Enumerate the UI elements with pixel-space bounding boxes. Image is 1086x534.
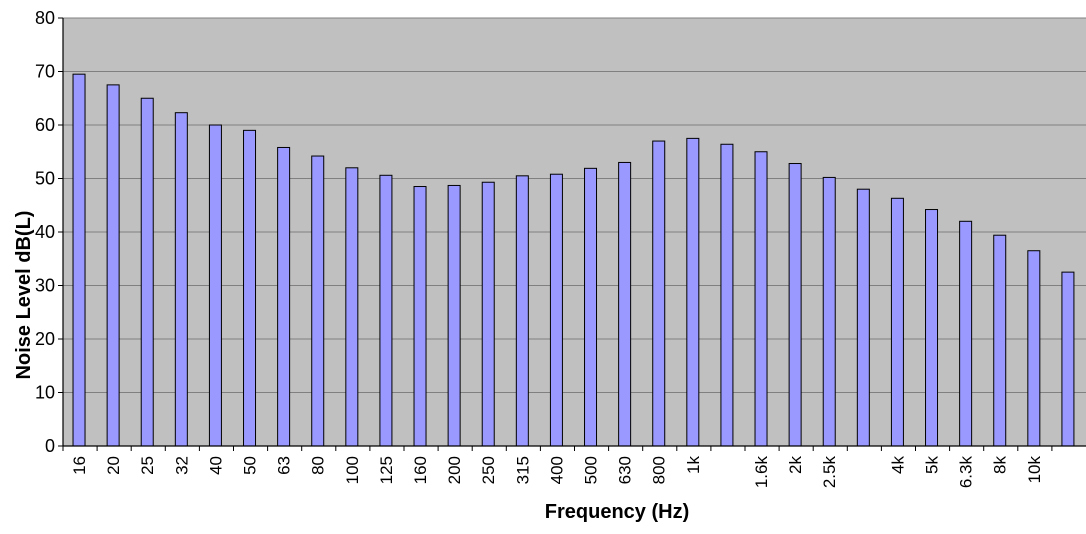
- x-tick-label: 100: [343, 456, 362, 484]
- x-tick-label: 125: [377, 456, 396, 484]
- y-tick-label: 80: [35, 8, 55, 28]
- x-tick-label: 250: [479, 456, 498, 484]
- bar-20: [106, 84, 120, 447]
- bar-160: [413, 186, 427, 447]
- bar-63: [277, 146, 291, 447]
- x-tick-label: 8k: [991, 456, 1010, 474]
- bar-100: [345, 167, 359, 447]
- bar-40: [208, 124, 222, 447]
- x-tick-label: 2k: [786, 456, 805, 474]
- x-tick-label: 5k: [923, 456, 942, 474]
- y-axis-title: Noise Level dB(L): [13, 211, 35, 380]
- bar-200: [447, 184, 461, 447]
- x-tick-label: 32: [172, 456, 191, 475]
- bar-80: [311, 155, 325, 447]
- bar-800: [652, 140, 666, 447]
- x-tick-label: 20: [104, 456, 123, 475]
- y-tick-label: 50: [35, 169, 55, 189]
- x-tick-label: 160: [411, 456, 430, 484]
- bar-32: [174, 112, 188, 447]
- bar-250: [481, 181, 495, 447]
- y-tick-label: 20: [35, 329, 55, 349]
- bar-1.6k: [754, 151, 768, 447]
- bar-16: [72, 73, 86, 447]
- x-tick-label: 2.5k: [820, 456, 839, 489]
- bar-3.15k: [856, 188, 870, 447]
- bar-1.25k: [720, 143, 734, 447]
- x-tick-label: 50: [241, 456, 260, 475]
- bar-6.3k: [959, 220, 973, 447]
- x-tick-label: 800: [650, 456, 669, 484]
- x-tick-label: 315: [513, 456, 532, 484]
- y-tick-labels: 0 10 20 30 40 50 60 70 80: [35, 8, 63, 456]
- x-tick-label: 6.3k: [957, 456, 976, 489]
- y-tick-label: 0: [45, 436, 55, 456]
- x-tick-label: 80: [309, 456, 328, 475]
- x-tick-labels: 16 20 25 32 40 50 63 80 100 125 160 200 250 315 400 500…: [62, 446, 1053, 489]
- x-tick-label: 40: [206, 456, 225, 475]
- x-tick-label: 630: [616, 456, 635, 484]
- bar-630: [618, 161, 632, 447]
- x-tick-label: 200: [445, 456, 464, 484]
- bar-25: [140, 97, 154, 447]
- bar-400: [549, 173, 563, 447]
- bar-5k: [925, 209, 939, 447]
- x-tick-label: 1.6k: [752, 456, 771, 489]
- y-tick-label: 60: [35, 115, 55, 135]
- x-tick-label: 16: [70, 456, 89, 475]
- x-tick-label: 63: [275, 456, 294, 475]
- y-tick-label: 10: [35, 383, 55, 403]
- bar-50: [243, 129, 257, 447]
- bar-10k: [1027, 250, 1041, 447]
- gridlines: [63, 17, 1086, 393]
- bar-4k: [890, 197, 904, 447]
- bar-2k: [788, 163, 802, 447]
- bar-12.5k: [1061, 271, 1075, 447]
- bar-1k: [686, 137, 700, 447]
- bar-125: [379, 174, 393, 447]
- x-tick-label: 25: [138, 456, 157, 475]
- y-tick-label: 40: [35, 222, 55, 242]
- x-axis-title: Frequency (Hz): [545, 501, 689, 523]
- x-tick-label: 10k: [1025, 456, 1044, 484]
- x-tick-label: 500: [582, 456, 601, 484]
- bar-2.5k: [822, 176, 836, 447]
- bar-500: [584, 167, 598, 447]
- y-tick-label: 70: [35, 62, 55, 82]
- x-tick-label: 4k: [888, 456, 907, 474]
- y-tick-label: 30: [35, 276, 55, 296]
- x-tick-label: 400: [547, 456, 566, 484]
- bar-8k: [993, 234, 1007, 447]
- bar-315: [515, 175, 529, 447]
- x-tick-label: 1k: [684, 456, 703, 474]
